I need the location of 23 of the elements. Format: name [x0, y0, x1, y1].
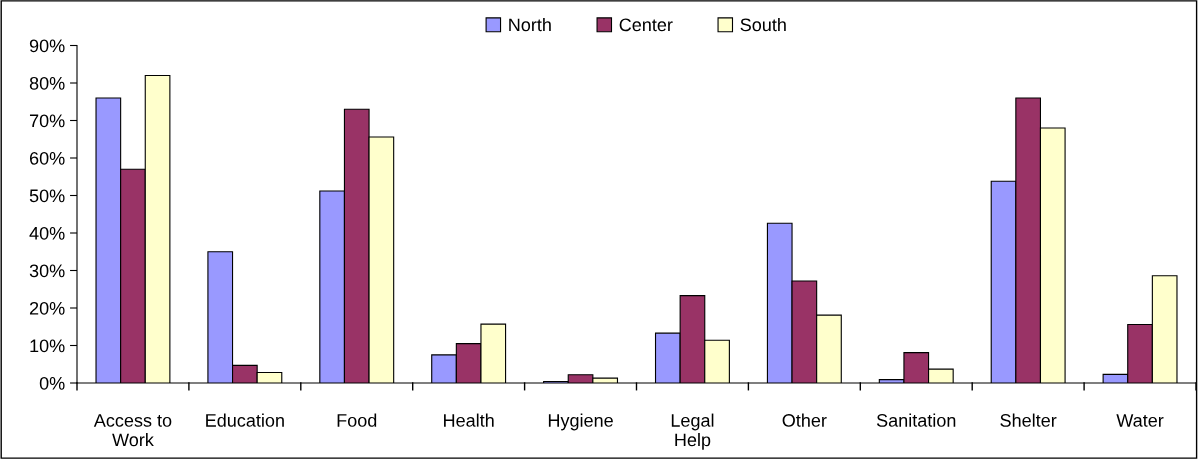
y-tick-label: 40% — [29, 226, 65, 240]
x-tick-label: Education — [206, 413, 284, 427]
legend-label: Center — [619, 18, 673, 32]
legend-label: South — [740, 17, 786, 32]
x-tick-label: Other — [782, 413, 827, 427]
y-tick-label: 50% — [29, 189, 65, 203]
x-tick-label: Health — [444, 413, 494, 427]
x-tick-label: Hygiene — [548, 413, 613, 431]
y-tick-label: 0% — [39, 376, 65, 390]
x-tick-label: Sanitation — [876, 413, 956, 427]
x-tick-label: Food — [337, 413, 377, 427]
y-tick-label: 20% — [29, 301, 65, 315]
x-tick-label: Water — [1116, 414, 1164, 427]
x-tick-label: Shelter — [1000, 413, 1057, 427]
y-tick-label: 80% — [29, 76, 65, 90]
x-tick-label: Legal Help — [671, 413, 714, 450]
y-tick-label: 90% — [29, 39, 65, 53]
x-tick-label: Access to Work — [93, 414, 172, 447]
y-tick-label: 70% — [29, 114, 65, 128]
legend-label: North — [509, 17, 551, 32]
y-tick-label: 30% — [29, 264, 65, 278]
y-tick-label: 60% — [29, 151, 65, 165]
y-tick-label: 10% — [30, 339, 65, 353]
